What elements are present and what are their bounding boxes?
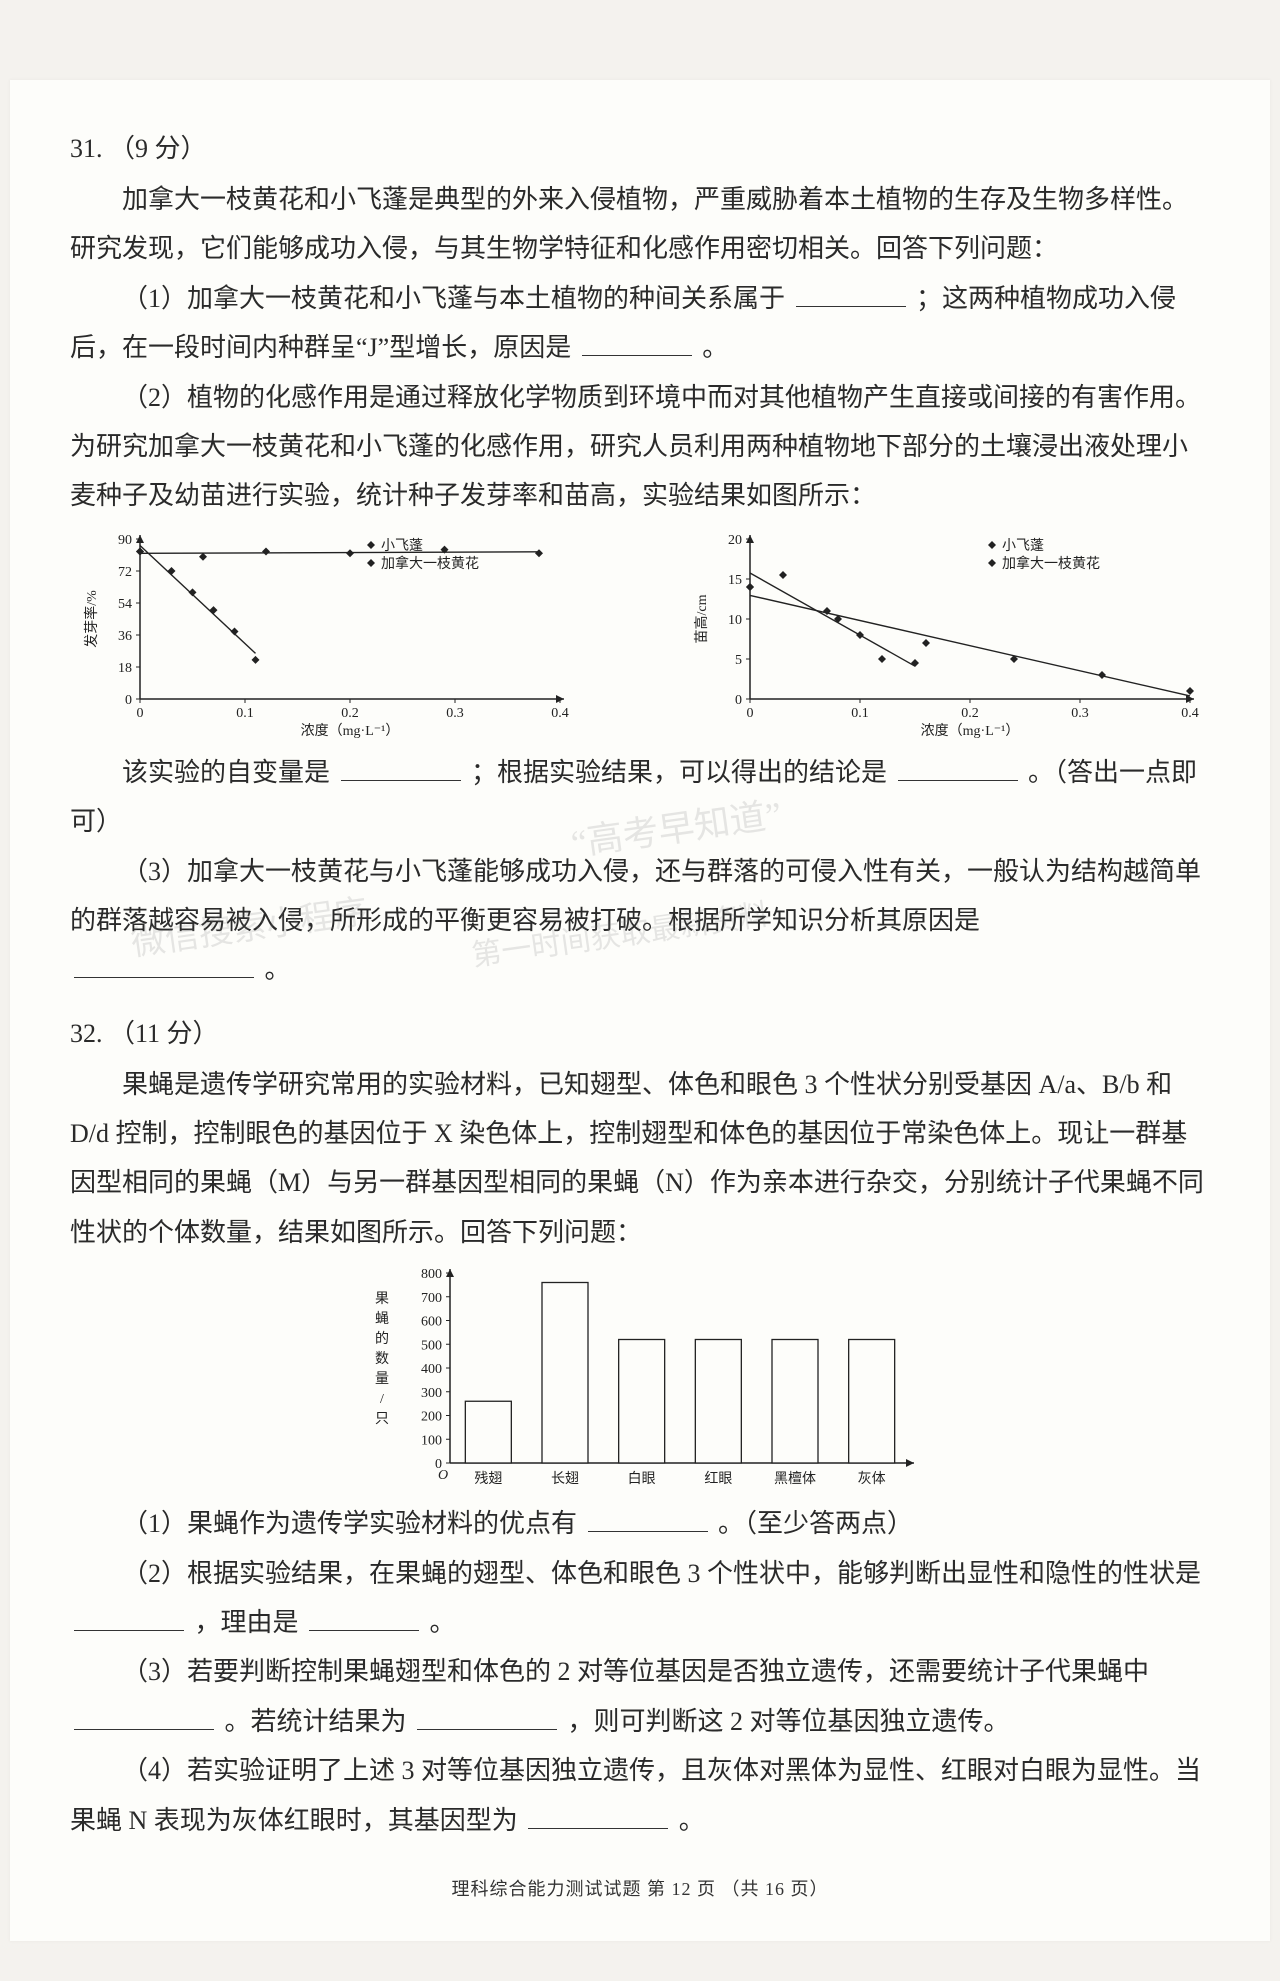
q32-p2-text-a: （2）根据实验结果，在果蝇的翅型、体色和眼色 3 个性状中，能够判断出显性和隐性… xyxy=(122,1559,1201,1588)
q32-p3-text-b: 。若统计结果为 xyxy=(225,1707,407,1736)
blank-field[interactable] xyxy=(898,751,1018,781)
blank-field[interactable] xyxy=(796,277,906,307)
svg-text:0.3: 0.3 xyxy=(1071,706,1089,721)
q32-p3-text-c: ，则可判断这 2 对等位基因独立遗传。 xyxy=(568,1707,1010,1736)
q32-p3-text-a: （3）若要判断控制果蝇翅型和体色的 2 对等位基因是否独立遗传，还需要统计子代果… xyxy=(122,1657,1149,1686)
svg-text:的: 的 xyxy=(375,1331,389,1347)
svg-text:20: 20 xyxy=(728,533,742,548)
q32-intro: 果蝇是遗传学研究常用的实验材料，已知翅型、体色和眼色 3 个性状分别受基因 A/… xyxy=(70,1060,1210,1258)
svg-text:浓度（mg·L⁻¹）: 浓度（mg·L⁻¹） xyxy=(921,723,1020,739)
q32-part3: （3）若要判断控制果蝇翅型和体色的 2 对等位基因是否独立遗传，还需要统计子代果… xyxy=(70,1647,1210,1746)
q31-p1-text-a: （1）加拿大一枝黄花和小飞蓬与本土植物的种间关系属于 xyxy=(122,284,785,313)
blank-field[interactable] xyxy=(309,1601,419,1631)
q31-part1: （1）加拿大一枝黄花和小飞蓬与本土植物的种间关系属于 ；这两种植物成功入侵后，在… xyxy=(70,274,1210,373)
svg-text:0.4: 0.4 xyxy=(551,706,569,721)
blank-field[interactable] xyxy=(588,1503,708,1533)
svg-text:300: 300 xyxy=(421,1386,442,1401)
svg-text:600: 600 xyxy=(421,1315,442,1330)
svg-text:0: 0 xyxy=(747,706,754,721)
blank-field[interactable] xyxy=(417,1700,557,1730)
svg-text:36: 36 xyxy=(118,629,132,644)
svg-text:量: 量 xyxy=(375,1371,389,1387)
svg-text:0.1: 0.1 xyxy=(236,706,254,721)
svg-text:红眼: 红眼 xyxy=(704,1471,732,1487)
page-footer: 理科综合能力测试试题 第 12 页 （共 16 页） xyxy=(70,1875,1210,1901)
q31-p1-text-c: 。 xyxy=(702,333,728,362)
svg-text:700: 700 xyxy=(421,1291,442,1306)
q31-p4-text-a: （3）加拿大一枝黄花与小飞蓬能够成功入侵，还与群落的可侵入性有关，一般认为结构越… xyxy=(70,857,1201,935)
blank-field[interactable] xyxy=(528,1799,668,1829)
svg-text:加拿大一枝黄花: 加拿大一枝黄花 xyxy=(1002,555,1100,572)
q31-chart-seedling-height: 0 0.1 0.2 0.3 0.4 0 5 10 15 20 浓度（mg·L⁻¹） 苗高/cm 小飞蓬加… xyxy=(690,529,1200,744)
question-32-header: 32. （11 分） xyxy=(70,1013,1210,1050)
svg-text:5: 5 xyxy=(735,653,742,668)
svg-text:灰体: 灰体 xyxy=(858,1471,886,1487)
q31-part4: （3）加拿大一枝黄花与小飞蓬能够成功入侵，还与群落的可侵入性有关，一般认为结构越… xyxy=(70,847,1210,946)
svg-text:果: 果 xyxy=(375,1292,389,1307)
svg-text:苗高/cm: 苗高/cm xyxy=(693,594,710,643)
q32-barchart-row: 0100200300400500600700800果蝇的数量/只残翅长翅白眼红眼… xyxy=(70,1263,1210,1493)
svg-text:800: 800 xyxy=(421,1267,442,1282)
svg-text:0: 0 xyxy=(735,693,742,708)
q31-part4-tail: 。 xyxy=(70,945,1210,994)
q32-p2-text-b: ，理由是 xyxy=(195,1608,299,1637)
exam-page: “高考早知道” 微信搜索小程序 第一时间获取最新资料 31. （9 分） 加拿大… xyxy=(10,80,1270,1941)
q32-p1-text-b: 。（至少答两点） xyxy=(718,1509,913,1538)
svg-text:0.3: 0.3 xyxy=(446,706,464,721)
q32-part1: （1）果蝇作为遗传学实验材料的优点有 。（至少答两点） xyxy=(70,1499,1210,1548)
svg-text:0.2: 0.2 xyxy=(341,706,359,721)
blank-field[interactable] xyxy=(74,949,254,979)
svg-text:白眼: 白眼 xyxy=(628,1471,656,1487)
blank-field[interactable] xyxy=(341,751,461,781)
q32-p4-text-b: 。 xyxy=(679,1806,705,1835)
question-31-header: 31. （9 分） xyxy=(70,128,1210,165)
svg-text:0: 0 xyxy=(137,706,144,721)
q31-charts-row: 0 0.1 0.2 0.3 0.4 0 18 36 54 72 90 浓度（mg·L⁻¹） 发芽率/% 小… xyxy=(70,529,1210,744)
svg-text:长翅: 长翅 xyxy=(551,1471,579,1487)
q32-p2-text-c: 。 xyxy=(430,1608,456,1637)
q31-part3: 该实验的自变量是 ；根据实验结果，可以得出的结论是 。（答出一点即可） xyxy=(70,748,1210,847)
blank-field[interactable] xyxy=(74,1601,184,1631)
blank-field[interactable] xyxy=(582,327,692,357)
svg-text:72: 72 xyxy=(118,565,132,580)
svg-text:500: 500 xyxy=(421,1339,442,1354)
svg-text:400: 400 xyxy=(421,1362,442,1377)
q31-p4-text-b: 。 xyxy=(265,955,291,984)
svg-text:15: 15 xyxy=(728,573,742,588)
svg-text:O: O xyxy=(438,1468,448,1483)
svg-text:100: 100 xyxy=(421,1434,442,1449)
svg-text:/: / xyxy=(380,1392,384,1407)
svg-text:18: 18 xyxy=(118,661,132,676)
q32-part4: （4）若实验证明了上述 3 对等位基因独立遗传，且灰体对黑体为显性、红眼对白眼为… xyxy=(70,1746,1210,1845)
svg-text:数: 数 xyxy=(375,1351,389,1367)
svg-text:浓度（mg·L⁻¹）: 浓度（mg·L⁻¹） xyxy=(301,723,400,739)
svg-text:加拿大一枝黄花: 加拿大一枝黄花 xyxy=(381,555,479,572)
svg-text:蝇: 蝇 xyxy=(375,1311,389,1327)
svg-text:0: 0 xyxy=(125,693,132,708)
svg-text:0.1: 0.1 xyxy=(851,706,869,721)
q32-bar-chart: 0100200300400500600700800果蝇的数量/只残翅长翅白眼红眼… xyxy=(360,1263,920,1493)
svg-text:0.2: 0.2 xyxy=(961,706,979,721)
blank-field[interactable] xyxy=(74,1700,214,1730)
svg-text:黑檀体: 黑檀体 xyxy=(774,1470,816,1487)
svg-text:200: 200 xyxy=(421,1410,442,1425)
q31-intro: 加拿大一枝黄花和小飞蓬是典型的外来入侵植物，严重威胁着本土植物的生存及生物多样性… xyxy=(70,175,1210,274)
q32-part2: （2）根据实验结果，在果蝇的翅型、体色和眼色 3 个性状中，能够判断出显性和隐性… xyxy=(70,1549,1210,1648)
q31-p3-text-a: 该实验的自变量是 xyxy=(122,758,330,787)
svg-text:0.4: 0.4 xyxy=(1181,706,1199,721)
svg-text:54: 54 xyxy=(118,597,132,612)
svg-text:小飞蓬: 小飞蓬 xyxy=(1002,538,1044,554)
svg-text:只: 只 xyxy=(375,1412,389,1427)
q31-part2: （2）植物的化感作用是通过释放化学物质到环境中而对其他植物产生直接或间接的有害作… xyxy=(70,373,1210,521)
svg-text:90: 90 xyxy=(118,533,132,548)
q31-chart-germination: 0 0.1 0.2 0.3 0.4 0 18 36 54 72 90 浓度（mg·L⁻¹） 发芽率/% 小… xyxy=(80,529,570,744)
q32-p1-text-a: （1）果蝇作为遗传学实验材料的优点有 xyxy=(122,1509,577,1538)
svg-text:10: 10 xyxy=(728,613,742,628)
svg-text:发芽率/%: 发芽率/% xyxy=(83,590,100,648)
svg-text:小飞蓬: 小飞蓬 xyxy=(381,538,423,554)
svg-text:残翅: 残翅 xyxy=(474,1471,502,1487)
q31-p3-text-b: ；根据实验结果，可以得出的结论是 xyxy=(471,758,887,787)
